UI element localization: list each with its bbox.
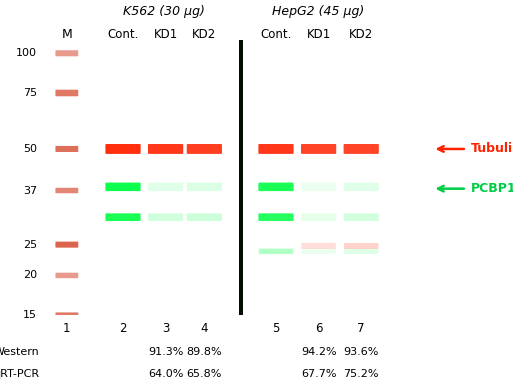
Text: 100: 100 bbox=[16, 48, 37, 58]
FancyBboxPatch shape bbox=[259, 144, 293, 154]
FancyBboxPatch shape bbox=[259, 249, 293, 254]
FancyBboxPatch shape bbox=[301, 213, 336, 221]
FancyBboxPatch shape bbox=[55, 312, 78, 318]
Text: 2: 2 bbox=[119, 322, 127, 335]
FancyBboxPatch shape bbox=[55, 146, 78, 152]
Text: 1: 1 bbox=[63, 322, 71, 335]
FancyBboxPatch shape bbox=[344, 243, 379, 249]
Text: 4: 4 bbox=[201, 322, 208, 335]
Text: HepG2 (45 μg): HepG2 (45 μg) bbox=[272, 5, 365, 18]
Text: M: M bbox=[62, 28, 72, 40]
Text: KD1: KD1 bbox=[306, 28, 331, 40]
FancyBboxPatch shape bbox=[301, 183, 336, 191]
Text: 7: 7 bbox=[358, 322, 365, 335]
FancyBboxPatch shape bbox=[301, 249, 336, 254]
Text: qRT-PCR: qRT-PCR bbox=[0, 369, 40, 379]
Text: 67.7%: 67.7% bbox=[301, 369, 337, 379]
Text: 5: 5 bbox=[272, 322, 280, 335]
Text: Tubulin: Tubulin bbox=[471, 142, 513, 155]
FancyBboxPatch shape bbox=[148, 213, 183, 221]
Text: 6: 6 bbox=[315, 322, 322, 335]
Text: KD2: KD2 bbox=[349, 28, 373, 40]
FancyBboxPatch shape bbox=[105, 183, 141, 191]
FancyBboxPatch shape bbox=[55, 241, 78, 248]
FancyBboxPatch shape bbox=[105, 144, 141, 154]
Bar bbox=[239, 40, 243, 315]
Text: 37: 37 bbox=[23, 186, 37, 196]
Text: 94.2%: 94.2% bbox=[301, 347, 337, 357]
FancyBboxPatch shape bbox=[187, 183, 222, 191]
Text: K562 (30 μg): K562 (30 μg) bbox=[123, 5, 205, 18]
Text: KD1: KD1 bbox=[153, 28, 177, 40]
FancyBboxPatch shape bbox=[344, 144, 379, 154]
FancyBboxPatch shape bbox=[301, 144, 336, 154]
FancyBboxPatch shape bbox=[55, 90, 78, 96]
FancyBboxPatch shape bbox=[148, 183, 183, 191]
FancyBboxPatch shape bbox=[55, 188, 78, 193]
Text: 91.3%: 91.3% bbox=[148, 347, 183, 357]
FancyBboxPatch shape bbox=[105, 213, 141, 221]
Text: Cont.: Cont. bbox=[107, 28, 139, 40]
FancyBboxPatch shape bbox=[344, 213, 379, 221]
Text: 50: 50 bbox=[23, 144, 37, 154]
Text: 89.8%: 89.8% bbox=[187, 347, 222, 357]
FancyBboxPatch shape bbox=[187, 144, 222, 154]
Text: 20: 20 bbox=[23, 270, 37, 280]
FancyBboxPatch shape bbox=[344, 183, 379, 191]
Text: 65.8%: 65.8% bbox=[187, 369, 222, 379]
Text: 75.2%: 75.2% bbox=[343, 369, 379, 379]
Text: 25: 25 bbox=[23, 240, 37, 249]
FancyBboxPatch shape bbox=[55, 273, 78, 278]
Text: KD2: KD2 bbox=[192, 28, 216, 40]
FancyBboxPatch shape bbox=[148, 144, 183, 154]
FancyBboxPatch shape bbox=[55, 50, 78, 56]
FancyBboxPatch shape bbox=[344, 249, 379, 254]
Text: 15: 15 bbox=[23, 310, 37, 320]
Text: 3: 3 bbox=[162, 322, 169, 335]
FancyBboxPatch shape bbox=[259, 183, 293, 191]
Text: 93.6%: 93.6% bbox=[344, 347, 379, 357]
Text: PCBP1: PCBP1 bbox=[471, 182, 513, 195]
Text: Cont.: Cont. bbox=[260, 28, 292, 40]
Text: 75: 75 bbox=[23, 88, 37, 98]
FancyBboxPatch shape bbox=[301, 243, 336, 249]
FancyBboxPatch shape bbox=[187, 213, 222, 221]
Text: Western: Western bbox=[0, 347, 40, 357]
FancyBboxPatch shape bbox=[259, 213, 293, 221]
Text: 64.0%: 64.0% bbox=[148, 369, 183, 379]
